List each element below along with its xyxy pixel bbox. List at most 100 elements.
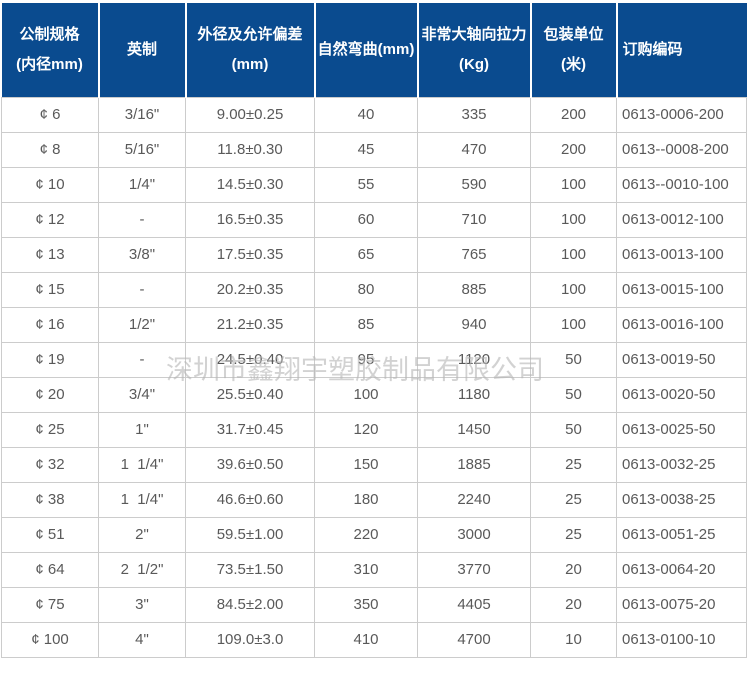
- table-row: ¢ 10 1/4" 14.5±0.30 55 590 100 0613--001…: [1, 166, 747, 203]
- cell-imperial: -: [98, 201, 186, 238]
- header-line: (内径mm): [16, 55, 83, 73]
- cell-od-tolerance: 59.5±1.00: [185, 516, 315, 553]
- table-row: ¢ 25 1" 31.7±0.45 120 1450 50 0613-0025-…: [1, 411, 747, 448]
- cell-natural-bend: 80: [314, 271, 418, 308]
- table-body: ¢ 6 3/16" 9.00±0.25 40 335 200 0613-0006…: [1, 96, 747, 658]
- cell-order-code: 0613-0013-100: [616, 236, 747, 273]
- cell-imperial: -: [98, 341, 186, 378]
- table-row: ¢ 12 - 16.5±0.35 60 710 100 0613-0012-10…: [1, 201, 747, 238]
- cell-order-code: 0613--0008-200: [616, 131, 747, 168]
- table-row: ¢ 51 2" 59.5±1.00 220 3000 25 0613-0051-…: [1, 516, 747, 553]
- cell-order-code: 0613-0019-50: [616, 341, 747, 378]
- cell-od-tolerance: 46.6±0.60: [185, 481, 315, 518]
- cell-imperial: 1/4": [98, 166, 186, 203]
- header-line: 英制: [126, 40, 157, 58]
- cell-imperial: 3": [98, 586, 186, 623]
- cell-imperial: 2": [98, 516, 186, 553]
- cell-metric-spec: ¢ 25: [1, 411, 99, 448]
- cell-natural-bend: 100: [314, 376, 418, 413]
- cell-order-code: 0613-0006-200: [616, 96, 747, 133]
- cell-od-tolerance: 109.0±3.0: [185, 621, 315, 658]
- cell-od-tolerance: 84.5±2.00: [185, 586, 315, 623]
- cell-od-tolerance: 20.2±0.35: [185, 271, 315, 308]
- header-packing-unit: 包装单位(米): [529, 3, 617, 97]
- cell-imperial: 3/16": [98, 96, 186, 133]
- table-row: ¢ 6 3/16" 9.00±0.25 40 335 200 0613-0006…: [1, 96, 747, 133]
- cell-axial-tension: 335: [417, 96, 531, 133]
- table-row: ¢ 100 4" 109.0±3.0 410 4700 10 0613-0100…: [1, 621, 747, 658]
- header-axial-tension: 非常大轴向拉力 (Kg): [416, 3, 531, 97]
- cell-axial-tension: 4405: [417, 586, 531, 623]
- cell-metric-spec: ¢ 19: [1, 341, 99, 378]
- cell-packing-unit: 100: [530, 271, 617, 308]
- cell-order-code: 0613-0032-25: [616, 446, 747, 483]
- cell-imperial: 5/16": [98, 131, 186, 168]
- table-row: ¢ 20 3/4" 25.5±0.40 100 1180 50 0613-002…: [1, 376, 747, 413]
- header-line: (Kg): [459, 55, 489, 73]
- cell-packing-unit: 50: [530, 376, 617, 413]
- cell-metric-spec: ¢ 8: [1, 131, 99, 168]
- cell-order-code: 0613-0025-50: [616, 411, 747, 448]
- cell-axial-tension: 3000: [417, 516, 531, 553]
- cell-order-code: 0613-0020-50: [616, 376, 747, 413]
- cell-axial-tension: 1885: [417, 446, 531, 483]
- cell-metric-spec: ¢ 16: [1, 306, 99, 343]
- header-od-tolerance: 外径及允许偏差 (mm): [184, 3, 315, 97]
- cell-metric-spec: ¢ 12: [1, 201, 99, 238]
- cell-metric-spec: ¢ 64: [1, 551, 99, 588]
- cell-packing-unit: 200: [530, 96, 617, 133]
- header-line: 订购编码: [622, 40, 683, 58]
- cell-axial-tension: 710: [417, 201, 531, 238]
- cell-natural-bend: 60: [314, 201, 418, 238]
- cell-imperial: 3/8": [98, 236, 186, 273]
- cell-imperial: 1/2": [98, 306, 186, 343]
- cell-packing-unit: 50: [530, 341, 617, 378]
- header-row: 公制规格 (内径mm) 英制 外径及允许偏差 (mm) 自然弯曲(mm) 非常大…: [1, 3, 747, 97]
- cell-metric-spec: ¢ 51: [1, 516, 99, 553]
- header-order-code: 订购编码: [615, 3, 747, 97]
- cell-packing-unit: 100: [530, 236, 617, 273]
- cell-imperial: 4": [98, 621, 186, 658]
- cell-metric-spec: ¢ 15: [1, 271, 99, 308]
- cell-metric-spec: ¢ 10: [1, 166, 99, 203]
- cell-imperial: -: [98, 271, 186, 308]
- cell-od-tolerance: 25.5±0.40: [185, 376, 315, 413]
- cell-od-tolerance: 21.2±0.35: [185, 306, 315, 343]
- header-line: 包装单位(米): [543, 25, 604, 73]
- table-row: ¢ 32 1 1/4" 39.6±0.50 150 1885 25 0613-0…: [1, 446, 747, 483]
- table-row: ¢ 8 5/16" 11.8±0.30 45 470 200 0613--000…: [1, 131, 747, 168]
- cell-packing-unit: 100: [530, 166, 617, 203]
- cell-imperial: 1 1/4": [98, 446, 186, 483]
- cell-natural-bend: 95: [314, 341, 418, 378]
- cell-natural-bend: 150: [314, 446, 418, 483]
- cell-order-code: 0613-0075-20: [616, 586, 747, 623]
- cell-metric-spec: ¢ 6: [1, 96, 99, 133]
- cell-od-tolerance: 14.5±0.30: [185, 166, 315, 203]
- cell-axial-tension: 765: [417, 236, 531, 273]
- cell-axial-tension: 590: [417, 166, 531, 203]
- cell-od-tolerance: 16.5±0.35: [185, 201, 315, 238]
- header-metric-spec: 公制规格 (内径mm): [1, 3, 99, 97]
- cell-od-tolerance: 11.8±0.30: [185, 131, 315, 168]
- cell-axial-tension: 470: [417, 131, 531, 168]
- table-row: ¢ 38 1 1/4" 46.6±0.60 180 2240 25 0613-0…: [1, 481, 747, 518]
- cell-packing-unit: 25: [530, 481, 617, 518]
- cell-natural-bend: 65: [314, 236, 418, 273]
- cell-packing-unit: 25: [530, 446, 617, 483]
- cell-natural-bend: 45: [314, 131, 418, 168]
- cell-natural-bend: 220: [314, 516, 418, 553]
- table-row: ¢ 16 1/2" 21.2±0.35 85 940 100 0613-0016…: [1, 306, 747, 343]
- cell-order-code: 0613--0010-100: [616, 166, 747, 203]
- cell-metric-spec: ¢ 13: [1, 236, 99, 273]
- cell-order-code: 0613-0038-25: [616, 481, 747, 518]
- cell-axial-tension: 885: [417, 271, 531, 308]
- cell-natural-bend: 55: [314, 166, 418, 203]
- cell-od-tolerance: 31.7±0.45: [185, 411, 315, 448]
- cell-metric-spec: ¢ 32: [1, 446, 99, 483]
- table-row: ¢ 15 - 20.2±0.35 80 885 100 0613-0015-10…: [1, 271, 747, 308]
- cell-axial-tension: 2240: [417, 481, 531, 518]
- cell-axial-tension: 3770: [417, 551, 531, 588]
- cell-order-code: 0613-0016-100: [616, 306, 747, 343]
- cell-packing-unit: 20: [530, 551, 617, 588]
- cell-od-tolerance: 73.5±1.50: [185, 551, 315, 588]
